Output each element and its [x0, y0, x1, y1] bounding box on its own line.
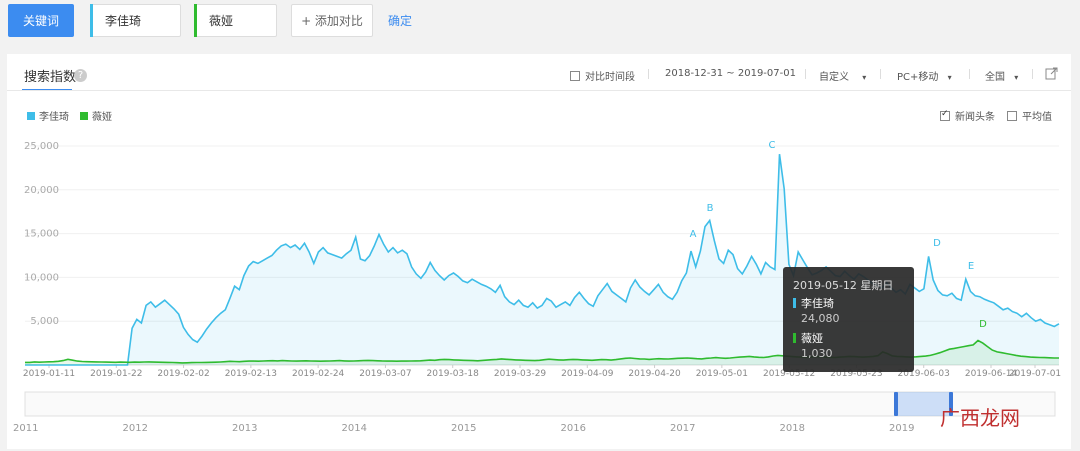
custom-range-dropdown[interactable]: 自定义 ▾: [819, 68, 866, 83]
y-tick-label: 20,000: [24, 185, 59, 196]
dropdown-arrow-icon: ▾: [862, 73, 867, 82]
news-headline-toggle[interactable]: 新闻头条: [940, 108, 995, 123]
divider: [648, 69, 649, 79]
x-tick-label: 2019-07-01: [1009, 369, 1061, 379]
x-tick-label: 2019-03-07: [359, 369, 411, 379]
y-tick-label: 5,000: [30, 316, 59, 327]
overview-year-label: 2014: [342, 423, 367, 434]
tooltip-name-2: 薇娅: [801, 332, 823, 345]
keyword-bar: 关键词 李佳琦 薇娅 + 添加对比 确定: [0, 0, 1080, 40]
annotation-label[interactable]: D: [979, 319, 987, 330]
legend-swatch: [80, 111, 88, 120]
x-tick-label: 2019-05-01: [696, 369, 748, 379]
keyword-2-input[interactable]: 薇娅: [194, 4, 277, 37]
average-label: 平均值: [1022, 112, 1052, 123]
tab-divider: [7, 90, 1071, 91]
x-tick-label: 2019-02-24: [292, 369, 345, 379]
overview-year-label: 2012: [123, 423, 148, 434]
annotation-label[interactable]: E: [968, 261, 974, 272]
custom-range-label: 自定义: [819, 72, 849, 83]
y-tick-label: 10,000: [24, 272, 59, 283]
keyword-2-label: 薇娅: [209, 14, 234, 28]
device-dropdown[interactable]: PC+移动 ▾: [897, 68, 952, 83]
annotation-label[interactable]: D: [933, 238, 941, 249]
overview-year-label: 2017: [670, 423, 695, 434]
x-tick-label: 2019-02-13: [225, 369, 277, 379]
x-tick-label: 2019-03-29: [494, 369, 547, 379]
keyword-1-input[interactable]: 李佳琦: [90, 4, 181, 37]
x-tick-label: 2019-01-11: [23, 369, 75, 379]
checkbox-checked-icon: [940, 109, 950, 121]
region-label: 全国: [985, 72, 1005, 83]
x-tick-label: 2019-05-23: [830, 369, 882, 379]
device-label: PC+移动: [897, 72, 939, 83]
watermark-logo: 广西龙网: [940, 406, 1020, 430]
keyword-2-color-bar: [194, 4, 197, 37]
dropdown-arrow-icon: ▾: [947, 73, 952, 82]
help-icon[interactable]: ?: [74, 69, 87, 82]
legend-item-1[interactable]: 李佳琦: [27, 108, 69, 123]
tooltip-swatch-1: [793, 298, 796, 308]
tab-search-index[interactable]: 搜索指数: [24, 70, 77, 85]
x-tick-label: 2019-06-14: [965, 369, 1018, 379]
keyword-tab-button[interactable]: 关键词: [8, 4, 74, 37]
overview-year-label: 2018: [780, 423, 805, 434]
legend-swatch: [27, 111, 35, 120]
x-tick-label: 2019-01-22: [90, 369, 142, 379]
date-range-selector[interactable]: 2018-12-31 ~ 2019-07-01: [665, 68, 796, 79]
overview-year-label: 2015: [451, 423, 476, 434]
x-tick-label: 2019-02-02: [157, 369, 209, 379]
overview-handle-left[interactable]: [894, 392, 898, 416]
tooltip-date: 2019-05-12 星期日: [793, 279, 894, 292]
compare-period-label: 对比时间段: [585, 72, 635, 83]
tooltip-name-1: 李佳琦: [801, 297, 834, 310]
divider: [880, 69, 881, 79]
tooltip-value-1: 24,080: [801, 312, 840, 325]
tooltip-value-2: 1,030: [801, 347, 833, 360]
average-toggle[interactable]: 平均值: [1007, 108, 1052, 123]
x-tick-label: 2019-06-03: [898, 369, 950, 379]
overview-selection[interactable]: [896, 392, 951, 416]
overview-year-label: 2011: [13, 423, 38, 434]
keyword-1-label: 李佳琦: [105, 14, 142, 28]
legend-label-2: 薇娅: [92, 112, 112, 123]
checkbox-icon: [1007, 110, 1017, 121]
annotation-label[interactable]: B: [707, 203, 714, 214]
overview-year-label: 2016: [561, 423, 586, 434]
keyword-1-color-bar: [90, 4, 93, 37]
legend-item-2[interactable]: 薇娅: [80, 108, 112, 123]
share-icon[interactable]: [1045, 67, 1058, 80]
overview-track[interactable]: [24, 391, 1056, 417]
confirm-link[interactable]: 确定: [388, 14, 413, 28]
divider: [805, 69, 806, 79]
annotation-label[interactable]: A: [690, 229, 697, 240]
y-tick-label: 15,000: [24, 229, 59, 240]
annotation-label[interactable]: C: [769, 140, 776, 151]
divider: [1032, 69, 1033, 79]
legend-label-1: 李佳琦: [39, 112, 69, 123]
news-headline-label: 新闻头条: [955, 112, 995, 123]
overview-year-label: 2013: [232, 423, 257, 434]
region-dropdown[interactable]: 全国 ▾: [985, 68, 1018, 83]
x-tick-label: 2019-05-12: [763, 369, 815, 379]
overview-handle-right[interactable]: [949, 392, 953, 416]
divider: [969, 69, 970, 79]
compare-period-toggle[interactable]: 对比时间段: [570, 68, 635, 83]
x-tick-label: 2019-04-09: [561, 369, 614, 379]
search-index-panel: 搜索指数 ? 对比时间段 2018-12-31 ~ 2019-07-01 自定义…: [7, 54, 1071, 449]
add-compare-button[interactable]: + 添加对比: [291, 4, 373, 37]
checkbox-icon: [570, 71, 580, 81]
overview-year-label: 2019: [889, 423, 914, 434]
chart-tooltip: 2019-05-12 星期日 李佳琦 24,080 薇娅 1,030: [783, 267, 914, 372]
tooltip-swatch-2: [793, 333, 796, 343]
y-tick-label: 25,000: [24, 141, 59, 152]
x-tick-label: 2019-03-18: [427, 369, 480, 379]
x-tick-label: 2019-04-20: [628, 369, 681, 379]
trend-chart[interactable]: 25,000 20,000 15,000 10,000 5,000 2019-01-11 2…: [7, 54, 1071, 449]
dropdown-arrow-icon: ▾: [1014, 73, 1019, 82]
